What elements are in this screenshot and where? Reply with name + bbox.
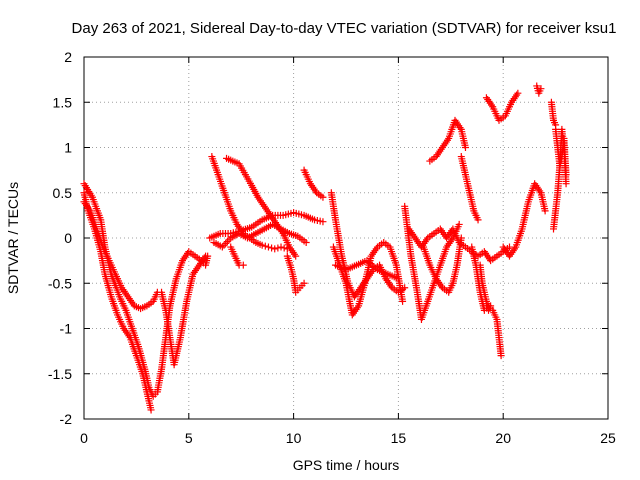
series-track-21 — [482, 89, 522, 124]
data-point — [223, 238, 231, 246]
series-track-3 — [80, 189, 155, 414]
y-axis-label: SDTVAR / TECUs — [5, 182, 21, 294]
data-point — [537, 85, 545, 93]
series-track-10 — [300, 166, 327, 201]
data-point — [268, 244, 276, 252]
data-point — [147, 406, 155, 414]
data-point — [220, 241, 228, 249]
series-track-20 — [476, 261, 495, 314]
data-point — [461, 144, 469, 151]
data-point — [264, 243, 272, 251]
series-track-7 — [210, 220, 310, 251]
series-track-17 — [426, 116, 469, 165]
y-tick-label: 0 — [64, 230, 72, 246]
data-point — [319, 218, 327, 226]
axes: 0 5 10 15 20 25 -2 -1.5 -1 -0.5 0 0.5 1 1.5 2 — [48, 49, 616, 446]
data-point — [258, 241, 266, 249]
x-tick-label: 25 — [600, 430, 616, 446]
data-point — [277, 243, 285, 251]
series-track-25 — [550, 125, 570, 233]
data-point — [261, 242, 269, 250]
data-point — [274, 244, 282, 252]
data-point — [552, 121, 560, 129]
series-track-12 — [329, 239, 407, 319]
series-track-18 — [457, 153, 482, 224]
data-point — [394, 275, 402, 283]
data-point — [271, 245, 279, 253]
x-tick-label: 15 — [391, 430, 407, 446]
chart-title: Day 263 of 2021, Sidereal Day-to-day VTE… — [72, 20, 617, 37]
data-point — [455, 220, 463, 228]
data-point — [497, 352, 505, 360]
x-tick-label: 20 — [495, 430, 511, 446]
series-track-26 — [547, 98, 560, 129]
series-track-16 — [420, 234, 465, 296]
data-point — [202, 252, 210, 260]
data-point — [474, 216, 482, 224]
data-point — [302, 239, 310, 247]
y-tick-label: 1.5 — [53, 94, 73, 110]
data-point — [239, 261, 247, 269]
x-tick-label: 5 — [185, 430, 193, 446]
data-point — [457, 234, 465, 242]
data-point — [292, 252, 300, 260]
data-point — [505, 243, 513, 251]
x-axis-label: GPS time / hours — [293, 457, 400, 473]
data-point — [280, 244, 288, 252]
data-point — [300, 279, 308, 287]
y-tick-label: -2 — [60, 411, 73, 427]
data-point — [487, 302, 495, 310]
series-track-23 — [533, 82, 545, 97]
data-point — [562, 180, 570, 188]
series-track-13 — [332, 257, 402, 283]
series-track-22 — [499, 180, 549, 260]
data-point — [541, 207, 549, 215]
y-tick-label: -1 — [60, 321, 73, 337]
data-points — [80, 82, 570, 414]
data-point — [514, 89, 522, 97]
x-tick-label: 0 — [80, 430, 88, 446]
y-tick-label: 1 — [64, 140, 72, 156]
y-tick-label: -0.5 — [48, 275, 72, 291]
series-track-8 — [227, 243, 247, 269]
x-tick-label: 10 — [286, 430, 302, 446]
y-tick-label: -1.5 — [48, 366, 72, 382]
y-tick-label: 2 — [64, 49, 72, 65]
data-point — [399, 297, 407, 305]
data-point — [319, 193, 327, 201]
y-tick-label: 0.5 — [53, 185, 73, 201]
series-track-9 — [283, 252, 308, 296]
